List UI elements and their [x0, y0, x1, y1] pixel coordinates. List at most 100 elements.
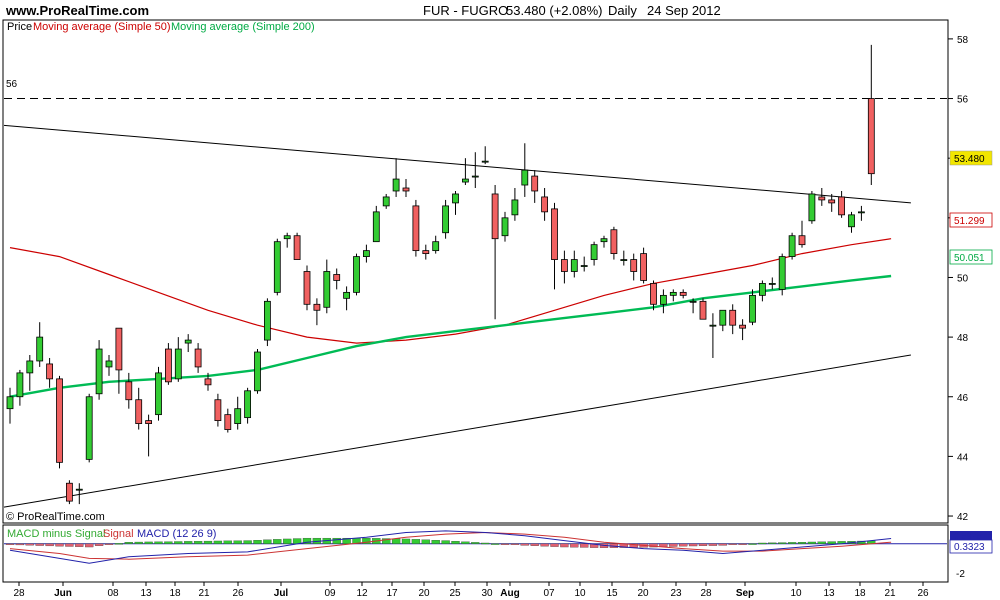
x-tick-label: 30 [481, 588, 493, 599]
candle-body [511, 199, 519, 216]
candle-body [461, 178, 469, 183]
x-tick-label: 08 [107, 588, 119, 599]
candle-body [224, 414, 232, 430]
candle-body [442, 205, 450, 234]
macd-hidden-box [950, 531, 992, 540]
last-price-label: 53.480 [954, 154, 985, 165]
x-tick-label: 25 [449, 588, 461, 599]
macd-histogram-bar [431, 540, 440, 544]
candle-body [828, 199, 836, 204]
y-tick-label: 56 [957, 95, 969, 106]
macd-histogram-bar [391, 538, 401, 544]
macd-histogram-bar [233, 540, 242, 544]
candle-body [392, 178, 400, 192]
macd-histogram-bar [5, 543, 15, 545]
candle-body [323, 271, 331, 308]
macd-histogram-bar [362, 537, 371, 544]
x-tick-label: 10 [790, 588, 802, 599]
watermark: © ProRealTime.com [6, 511, 105, 523]
macd-legend-signal: Signal [103, 528, 134, 540]
y-tick-label: 46 [957, 393, 969, 404]
candle-body [620, 259, 628, 261]
site-url[interactable]: www.ProRealTime.com [5, 3, 149, 18]
candle-body [570, 259, 578, 272]
candle-body [174, 348, 182, 380]
candle-body [650, 283, 657, 305]
macd-histogram-bar [401, 538, 411, 544]
y-tick-label: 44 [957, 452, 969, 463]
macd-histogram-bar [500, 543, 510, 545]
candle-body [541, 196, 548, 213]
candle-body [590, 244, 598, 260]
macd-histogram-bar [144, 541, 153, 544]
macd-histogram-bar [441, 540, 450, 544]
candle-body [551, 208, 558, 260]
macd-histogram-bar [481, 542, 490, 545]
candle-body [382, 196, 390, 207]
candle-body [194, 348, 202, 368]
candle-body [26, 360, 34, 374]
x-tick-label: 20 [418, 588, 430, 599]
candle-body [372, 211, 380, 243]
macd-histogram-bar [85, 543, 94, 548]
macd-histogram-bar [679, 543, 688, 547]
candle-body [46, 363, 53, 380]
x-tick-label: 18 [169, 588, 181, 599]
last-price-box [949, 150, 993, 166]
macd-histogram-bar [253, 540, 262, 544]
x-tick-label: 28 [700, 588, 712, 599]
candle-body [214, 399, 222, 422]
macd-histogram-bar [787, 542, 797, 544]
macd-histogram-bar [15, 543, 25, 546]
candle-body [303, 271, 311, 305]
level-56-label: 56 [6, 79, 18, 90]
candle-body [402, 187, 410, 192]
candle-body [273, 241, 281, 293]
x-tick-label: 09 [324, 588, 336, 599]
candle-body [125, 381, 133, 401]
macd-histogram-bar [283, 538, 292, 544]
macd-histogram-bar [421, 539, 430, 544]
macd-histogram-bar [758, 542, 767, 545]
x-tick-label: 23 [670, 588, 682, 599]
symbol-title: FUR - FUGRO [423, 3, 508, 18]
x-tick-label: 26 [917, 588, 929, 599]
candle-body [788, 235, 796, 257]
candle-body [105, 360, 113, 368]
x-tick-label: 12 [356, 588, 368, 599]
macd-histogram-bar [104, 543, 114, 545]
macd-histogram-bar [728, 543, 737, 545]
candle-body [155, 372, 162, 416]
legend-ma50: Moving average (Simple 50) [33, 21, 171, 33]
candle-body [778, 256, 786, 290]
candle-body [531, 175, 539, 192]
y-tick-label: 50 [957, 273, 969, 284]
ma50-line [9, 238, 892, 344]
ma200-value-box [949, 249, 993, 265]
macd-minus2-label: -2 [956, 569, 965, 580]
candle-body [689, 300, 697, 303]
macd-histogram-bar [570, 543, 579, 548]
macd-histogram-bar [738, 543, 747, 545]
x-tick-label: 28 [13, 588, 25, 599]
candle-body [481, 160, 489, 163]
ma50-value-box [949, 212, 993, 228]
macd-histogram-bar [94, 543, 104, 546]
x-tick-label: 18 [854, 588, 866, 599]
macd-histogram-bar [184, 541, 193, 544]
trend-line [3, 354, 911, 508]
macd-histogram-bar [530, 543, 539, 546]
legend-price: Price [7, 21, 32, 33]
candle-body [660, 294, 667, 305]
price-panel [2, 19, 949, 524]
macd-histogram-bar [55, 543, 64, 547]
macd-histogram-bar [669, 543, 678, 547]
candle-body [343, 291, 351, 299]
candle-body [580, 265, 588, 267]
candle-body [56, 378, 63, 463]
macd-histogram-bar [560, 543, 569, 548]
x-tick-label: Sep [736, 588, 754, 599]
candle-body [36, 336, 44, 362]
macd-histogram-bar [490, 543, 500, 545]
